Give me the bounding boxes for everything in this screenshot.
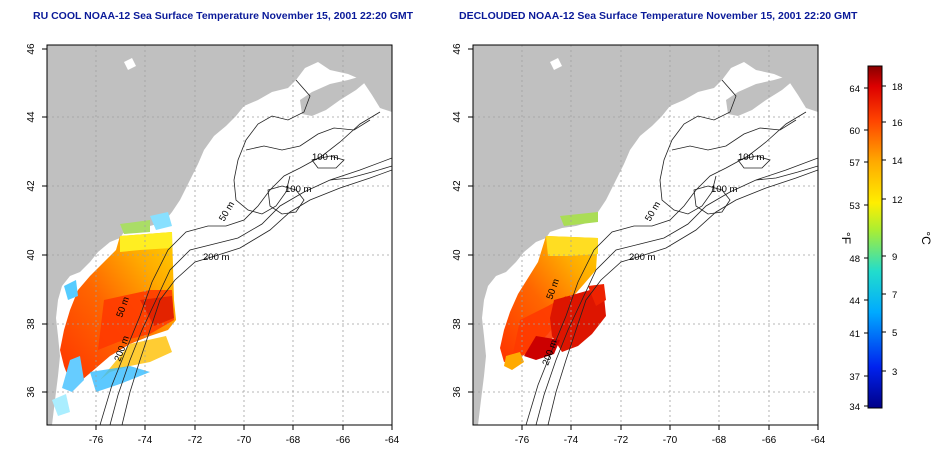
contour-label: 100 m — [738, 152, 764, 163]
y-axis-ticks: 36 38 40 42 44 46 — [26, 43, 37, 398]
x-tick-label: -70 — [663, 435, 678, 446]
y-tick-label: 42 — [452, 180, 463, 192]
celsius-ticks: 18 16 14 12 9 7 5 3 — [892, 82, 903, 378]
right-map-panel: 100 m 100 m 50 m 200 m 50 m 200 m -76 -7… — [452, 43, 826, 446]
y-tick-label: 40 — [452, 249, 463, 261]
c-tick-label: 14 — [892, 156, 903, 167]
sst-data — [500, 212, 606, 370]
y-tick-label: 38 — [452, 318, 463, 330]
x-tick-label: -72 — [614, 435, 629, 446]
f-tick-label: 41 — [849, 329, 860, 340]
f-tick-label: 48 — [849, 254, 860, 265]
contour-label: 100 m — [711, 184, 737, 195]
x-tick-label: -64 — [385, 435, 400, 446]
land-mass — [473, 45, 818, 425]
x-tick-label: -74 — [138, 435, 153, 446]
f-tick-label: 53 — [849, 201, 860, 212]
temperature-colorbar: 64 60 57 53 48 44 41 37 34 18 16 14 12 9… — [839, 65, 933, 413]
x-tick-label: -68 — [286, 435, 301, 446]
x-tick-label: -66 — [762, 435, 777, 446]
x-tick-label: -68 — [712, 435, 727, 446]
right-map-title: DECLOUDED NOAA-12 Sea Surface Temperatur… — [459, 10, 858, 22]
f-tick-label: 34 — [849, 402, 860, 413]
f-tick-label: 64 — [849, 84, 860, 95]
c-tick-label: 16 — [892, 118, 903, 129]
f-tick-label: 44 — [849, 296, 860, 307]
left-map-title: RU COOL NOAA-12 Sea Surface Temperature … — [33, 10, 414, 22]
y-tick-label: 44 — [452, 111, 463, 123]
x-tick-label: -76 — [515, 435, 530, 446]
y-tick-label: 44 — [26, 111, 37, 123]
grid-lines — [47, 45, 392, 425]
y-tick-label: 46 — [26, 43, 37, 55]
y-axis-ticks: 36 38 40 42 44 46 — [452, 43, 463, 398]
map-frame — [472, 44, 819, 426]
contour-label: 200 m — [629, 252, 655, 263]
fahrenheit-label: °F — [839, 232, 853, 244]
y-tick-label: 42 — [26, 180, 37, 192]
nova-scotia — [300, 72, 370, 116]
map-frame — [46, 44, 393, 426]
x-axis-ticks: -76 -74 -72 -70 -68 -66 -64 — [89, 435, 400, 446]
colorbar-gradient — [867, 65, 883, 409]
y-tick-label: 36 — [452, 386, 463, 398]
y-tick-label: 46 — [452, 43, 463, 55]
x-tick-label: -74 — [564, 435, 579, 446]
land-mass — [47, 45, 392, 425]
c-tick-label: 9 — [892, 252, 897, 263]
x-tick-label: -66 — [336, 435, 351, 446]
x-axis-ticks: -76 -74 -72 -70 -68 -66 -64 — [515, 435, 826, 446]
contour-label: 100 m — [285, 184, 311, 195]
bathymetry-contours — [99, 79, 392, 425]
x-tick-label: -72 — [188, 435, 203, 446]
celsius-label: °C — [919, 231, 933, 245]
sst-data — [52, 212, 176, 416]
c-tick-label: 5 — [892, 328, 897, 339]
contour-label: 200 m — [203, 252, 229, 263]
y-tick-label: 36 — [26, 386, 37, 398]
x-tick-label: -64 — [811, 435, 826, 446]
fahrenheit-ticks: 64 60 57 53 48 44 41 37 34 — [849, 84, 860, 413]
y-tick-label: 38 — [26, 318, 37, 330]
x-tick-label: -70 — [237, 435, 252, 446]
nova-scotia — [726, 72, 796, 116]
contour-label: 100 m — [312, 152, 338, 163]
c-tick-label: 12 — [892, 195, 903, 206]
c-tick-label: 3 — [892, 367, 897, 378]
y-tick-label: 40 — [26, 249, 37, 261]
bathymetry-contours — [525, 79, 818, 425]
f-tick-label: 37 — [849, 372, 860, 383]
grid-lines — [473, 45, 818, 425]
left-map-panel: 100 m 100 m 50 m 200 m 50 m 200 m -76 -7… — [26, 43, 400, 446]
f-tick-label: 60 — [849, 126, 860, 137]
c-tick-label: 7 — [892, 290, 897, 301]
f-tick-label: 57 — [849, 158, 860, 169]
x-tick-label: -76 — [89, 435, 104, 446]
c-tick-label: 18 — [892, 82, 903, 93]
